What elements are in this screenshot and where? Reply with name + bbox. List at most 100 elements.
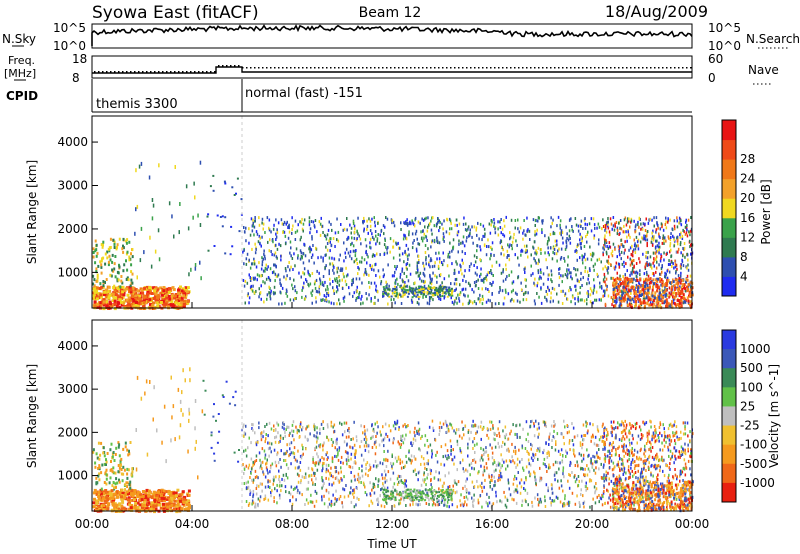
data-point: [436, 275, 438, 279]
data-point: [353, 291, 355, 295]
data-point: [536, 228, 538, 232]
data-point: [540, 271, 542, 274]
data-point: [439, 294, 441, 296]
data-point: [451, 262, 453, 266]
data-point: [612, 276, 615, 280]
data-point: [638, 232, 641, 236]
data-point: [95, 452, 98, 456]
data-point: [397, 295, 399, 299]
data-point: [611, 227, 613, 231]
data-point: [139, 493, 143, 497]
data-point: [634, 242, 636, 246]
data-point: [343, 475, 345, 479]
data-point: [252, 218, 254, 222]
data-point: [122, 506, 126, 510]
data-point: [445, 286, 448, 289]
data-point: [233, 451, 236, 454]
data-point: [490, 254, 492, 258]
data-point: [373, 281, 376, 285]
data-point: [256, 278, 258, 282]
data-point: [530, 456, 533, 460]
data-point: [515, 239, 517, 243]
data-point: [251, 499, 254, 503]
data-point: [499, 220, 501, 224]
data-point: [688, 292, 691, 296]
data-point: [276, 274, 279, 278]
data-point: [366, 253, 368, 257]
data-point: [508, 258, 511, 262]
data-point: [631, 297, 634, 301]
data-point: [152, 301, 155, 305]
data-point: [309, 500, 312, 504]
data-point: [430, 288, 433, 291]
data-point: [321, 224, 324, 228]
nave-point: [426, 67, 428, 69]
nave-point: [610, 67, 612, 69]
data-point: [163, 305, 167, 308]
data-point: [392, 462, 395, 466]
colorbar-tick-label: 4: [740, 269, 748, 283]
data-point: [648, 303, 651, 307]
data-point: [393, 224, 396, 228]
data-point: [516, 299, 519, 303]
nave-point: [294, 67, 296, 69]
data-point: [289, 453, 291, 456]
data-point: [669, 241, 672, 245]
data-point: [357, 296, 359, 299]
data-point: [661, 264, 663, 268]
data-point: [436, 236, 438, 240]
data-point: [458, 299, 461, 303]
data-point: [600, 435, 602, 439]
data-point: [311, 235, 313, 239]
data-point: [622, 244, 624, 248]
data-point: [680, 231, 682, 235]
nave-point: [646, 67, 648, 69]
nave-point: [670, 67, 672, 69]
data-point: [408, 230, 410, 234]
nave-point: [306, 67, 308, 69]
data-point: [171, 305, 175, 309]
data-point: [283, 459, 285, 462]
data-point: [680, 219, 682, 223]
data-point: [131, 286, 135, 290]
data-point: [621, 294, 624, 297]
data-point: [511, 281, 514, 285]
data-point: [512, 288, 514, 292]
data-point: [634, 251, 637, 254]
data-point: [589, 269, 591, 272]
data-point: [473, 264, 475, 267]
data-point: [248, 258, 250, 262]
data-point: [547, 236, 550, 240]
data-point: [582, 227, 584, 230]
data-point: [570, 275, 572, 279]
data-point: [459, 293, 461, 297]
data-point: [305, 498, 308, 502]
data-point: [268, 277, 271, 281]
data-point: [269, 238, 271, 242]
data-point: [165, 296, 169, 300]
data-point: [438, 291, 441, 294]
data-point: [665, 220, 667, 224]
data-point: [100, 243, 103, 246]
data-point: [448, 286, 451, 289]
data-point: [311, 272, 314, 275]
data-point: [252, 221, 254, 225]
data-point: [327, 287, 329, 291]
data-point: [654, 251, 657, 255]
data-point: [418, 289, 421, 291]
data-point: [152, 493, 156, 497]
data-point: [344, 251, 346, 255]
data-point: [429, 288, 432, 291]
data-point: [526, 244, 528, 248]
data-point: [519, 300, 521, 304]
data-point: [104, 288, 108, 292]
data-point: [129, 486, 132, 490]
nave-point: [642, 67, 644, 69]
data-point: [478, 237, 480, 241]
data-point: [644, 301, 647, 305]
data-point: [652, 261, 654, 265]
data-point: [130, 504, 134, 507]
data-point: [190, 267, 192, 272]
data-point: [107, 285, 111, 289]
data-point: [117, 278, 120, 282]
